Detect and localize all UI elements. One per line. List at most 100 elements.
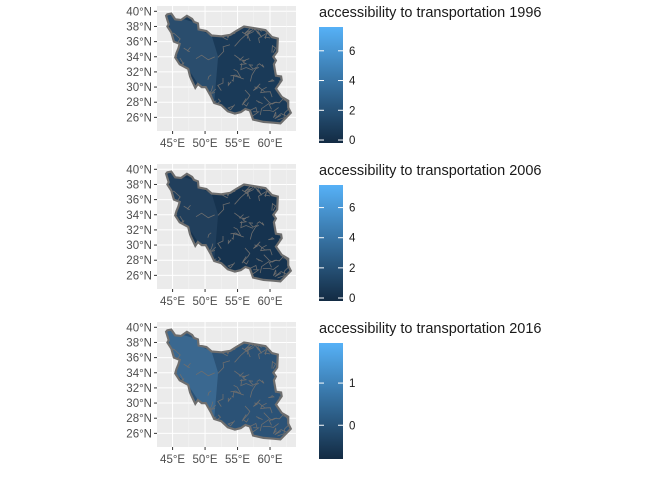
county-border [240,221,254,229]
county-border [277,264,291,279]
y-tick-label: 40°N [126,6,152,18]
x-tick-label: 45°E [160,454,185,466]
county-border [241,347,251,358]
x-tick-label: 55°E [225,454,250,466]
y-tick-label: 32°N [126,383,152,395]
county-border [271,44,277,53]
county-border [253,27,263,38]
county-border [242,98,249,107]
legend-tick-label: 0 [349,135,355,147]
x-tick-label: 50°E [193,454,218,466]
county-border [239,376,248,382]
county-border [239,374,250,378]
x-tick-label: 60°E [257,138,282,150]
county-border [264,351,271,355]
county-border [241,247,251,264]
county-border [268,394,275,399]
county-border [263,412,277,421]
y-tick-label: 26°N [126,428,152,440]
legend-tick-label: 2 [349,263,355,275]
county-border [260,244,268,252]
county-border [241,405,251,422]
county-border [239,60,248,66]
county-border [241,189,251,200]
county-border [271,360,277,369]
western-counties [166,172,219,261]
county-border [207,232,212,238]
county-border [253,185,263,196]
y-tick-label: 40°N [126,164,152,176]
y-tick-label: 30°N [126,398,152,410]
county-border [268,236,275,241]
y-tick-label: 32°N [126,67,152,79]
county-border [253,241,261,249]
legend-tick-label: 4 [349,76,356,88]
y-tick-label: 38°N [126,21,152,33]
legend-colorbar [319,343,343,459]
county-border [231,391,239,398]
county-border [207,390,212,396]
county-border [258,348,268,360]
county-border [263,254,277,263]
legend-tick-label: 1 [349,378,355,390]
y-tick-label: 26°N [126,112,152,124]
y-tick-label: 36°N [126,353,152,365]
legend-colorbar [319,185,343,301]
county-border [227,104,236,111]
county-border [217,394,224,407]
county-border [195,370,215,377]
county-border [240,379,254,387]
county-border [257,85,273,98]
county-border [260,86,268,94]
county-border [217,202,231,216]
county-border [249,67,259,82]
county-border [183,46,191,53]
county-border [257,243,273,256]
y-tick-label: 36°N [126,195,152,207]
county-border [239,58,250,62]
county-border [253,399,261,407]
county-border [227,420,236,427]
county-border [217,44,231,58]
county-border [256,100,263,104]
county-border [227,262,236,269]
map-panel-3: 40°N 38°N 36°N 34°N 32°N 30°N 28°N 26°N 45°E 50°E… [126,321,541,466]
legend-tick-label: 2 [349,105,355,117]
county-border [269,256,284,263]
county-border [207,74,212,80]
y-tick-label: 34°N [126,368,152,380]
county-border [227,81,232,87]
county-border [260,402,268,410]
legend-tick-label: 6 [349,46,355,58]
y-tick-label: 38°N [126,179,152,191]
legend-tick-label: 0 [349,293,355,305]
x-tick-label: 60°E [257,296,282,308]
legend-title: accessibility to transportation 2006 [319,163,541,179]
county-border [242,256,249,265]
county-border [258,32,268,44]
county-border [244,28,252,37]
county-border [262,265,279,270]
county-border [230,232,244,238]
county-border [230,74,244,80]
county-border [256,379,265,384]
county-border [240,63,254,71]
county-border [217,236,224,249]
county-border [231,233,239,240]
y-tick-label: 34°N [126,210,152,222]
county-border [242,414,249,423]
county-border [262,423,279,428]
county-border [259,103,272,116]
county-border [248,64,258,70]
county-border [248,380,258,386]
y-tick-label: 40°N [126,322,152,334]
map-panel-2: 40°N 38°N 36°N 34°N 32°N 30°N 28°N 26°N 45°E 50°E… [126,163,541,308]
county-border [195,212,215,219]
county-border [244,344,252,353]
county-border [230,390,244,396]
county-border [269,414,284,421]
county-border [195,54,215,61]
western-counties [166,330,219,419]
county-border [264,35,271,39]
